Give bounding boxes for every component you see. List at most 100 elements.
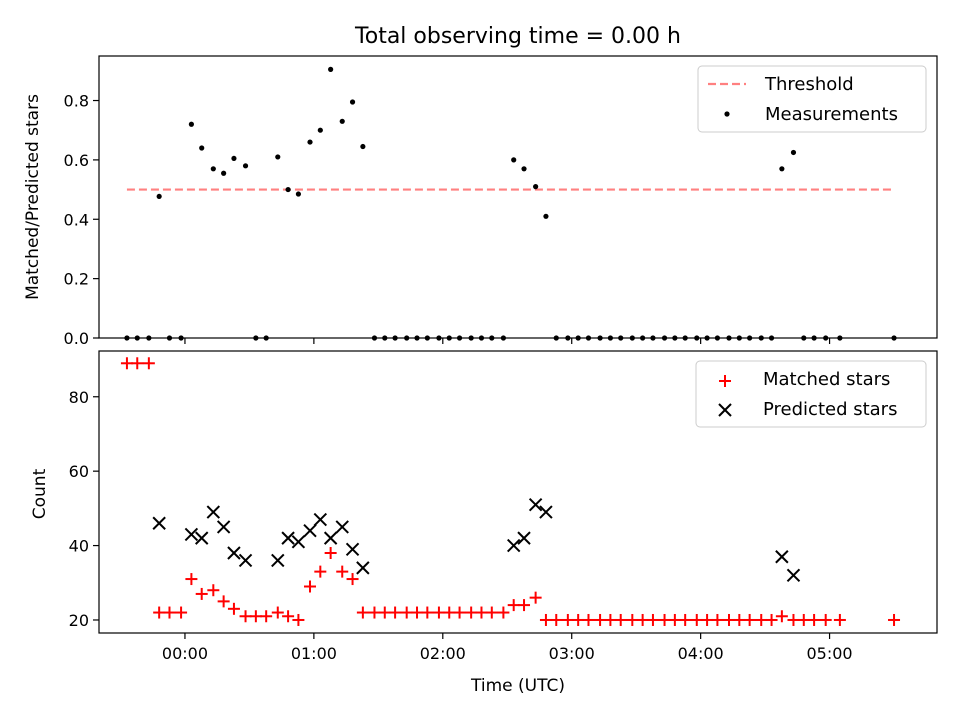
matched-stars-point: [485, 606, 498, 619]
predicted-stars-point: [238, 553, 253, 568]
matched-stars-point: [604, 613, 617, 626]
matched-stars-point: [217, 595, 230, 608]
matched-stars-point: [539, 613, 552, 626]
matched-stars-point: [175, 606, 188, 619]
count-y-tick-label: 20: [69, 611, 89, 630]
ratio-legend: Threshold Measurements: [697, 65, 927, 133]
predicted-stars-point: [195, 531, 209, 545]
matched-stars-point: [797, 613, 810, 626]
ratio-y-tick-label: 0.6: [64, 151, 89, 170]
matched-stars-point: [668, 613, 681, 626]
measurements-point: [328, 66, 334, 72]
count-x-tick-label: 03:00: [549, 644, 595, 663]
predicted-stars-point: [528, 497, 543, 512]
count-x-tick-label: 05:00: [807, 644, 853, 663]
measurements-point: [242, 163, 249, 169]
matched-stars-point: [701, 613, 714, 626]
measurements-point: [349, 99, 356, 105]
matched-stars-point: [432, 606, 445, 619]
matched-stars-point: [346, 573, 359, 586]
count-x-tick-label: 02:00: [420, 644, 466, 663]
matched-stars-point: [120, 357, 133, 370]
matched-stars-point: [594, 613, 607, 626]
matched-stars-point: [550, 613, 563, 626]
predicted-stars-point: [323, 531, 338, 545]
predicted-stars-point: [775, 550, 789, 564]
ratio-legend-box: [697, 65, 927, 133]
predicted-stars-point: [303, 523, 317, 538]
measurements-point: [307, 139, 313, 145]
matched-stars-point: [163, 606, 176, 619]
measurements-point: [543, 213, 549, 219]
matched-stars-point: [572, 613, 585, 626]
predicted-stars-point: [216, 520, 231, 534]
matched-stars-point: [690, 613, 703, 626]
predicted-stars-point: [271, 553, 285, 568]
matched-stars-point: [389, 606, 402, 619]
ratio-y-tick-label: 0.4: [64, 210, 89, 229]
matched-stars-point: [195, 587, 208, 600]
count-x-tick-label: 04:00: [678, 644, 724, 663]
measurements-point: [199, 145, 205, 151]
matched-stars-point: [743, 613, 756, 626]
measurements-point: [188, 121, 194, 127]
predicted-stars-point: [345, 542, 360, 556]
matched-stars-point: [475, 606, 488, 619]
matched-stars-point: [775, 610, 788, 623]
matched-stars-point: [636, 613, 649, 626]
ratio-y-tick-label: 0.2: [64, 270, 89, 289]
matched-stars-point: [142, 357, 155, 370]
ratio-y-axis-label: Matched/Predicted stars: [23, 94, 43, 300]
predicted-stars-point: [152, 516, 166, 530]
matched-stars-point: [400, 606, 413, 619]
measurements-point: [285, 186, 291, 193]
matched-stars-point: [411, 606, 424, 619]
matched-stars-point: [356, 606, 369, 619]
measurements-point: [360, 143, 366, 150]
matched-stars-point: [260, 610, 273, 623]
count-y-axis-label: Count: [30, 468, 50, 519]
predicted-stars-point: [184, 527, 199, 542]
matched-stars-legend-label: Matched stars: [763, 369, 890, 390]
predicted-stars-point: [335, 520, 349, 534]
threshold-legend-label: Threshold: [764, 74, 854, 95]
matched-stars-point: [833, 613, 846, 626]
predicted-stars-point: [356, 561, 370, 575]
matched-stars-point: [711, 613, 724, 626]
matched-stars-point: [378, 606, 391, 619]
matched-stars-point: [304, 580, 317, 593]
predicted-stars-point: [206, 505, 221, 519]
measurements-point: [317, 127, 323, 133]
measurements-point: [533, 184, 539, 190]
matched-stars-point: [787, 613, 800, 626]
measurements-point: [339, 118, 345, 124]
matched-stars-point: [421, 606, 434, 619]
predicted-stars-point: [227, 546, 241, 560]
matched-stars-point: [207, 584, 220, 597]
ratio-panel: Total observing time = 0.00 h Matched/Pr…: [23, 24, 938, 348]
matched-stars-point: [271, 606, 284, 619]
count-x-tick-label: 01:00: [291, 644, 337, 663]
matched-stars-point: [819, 613, 832, 626]
predicted-stars-point: [506, 538, 521, 553]
measurements-point: [295, 191, 302, 197]
matched-stars-point: [336, 565, 349, 578]
matched-stars-point: [453, 606, 466, 619]
count-y-tick-label: 80: [69, 388, 89, 407]
matched-stars-point: [249, 610, 262, 623]
count-y-tick-label: 60: [69, 462, 89, 481]
measurements-point: [511, 157, 517, 163]
matched-stars-point: [733, 613, 746, 626]
measurements-legend-swatch: [724, 111, 730, 117]
measurements-point: [275, 154, 281, 160]
matched-stars-point: [497, 606, 510, 619]
matched-stars-point: [239, 610, 252, 623]
matched-stars-point: [888, 613, 901, 626]
measurements-point: [779, 166, 785, 172]
count-x-tick-label: 00:00: [162, 644, 208, 663]
matched-stars-point: [368, 606, 381, 619]
matched-stars-point: [626, 613, 639, 626]
ratio-axes-frame: [98, 55, 938, 339]
measurements-point: [790, 149, 797, 156]
